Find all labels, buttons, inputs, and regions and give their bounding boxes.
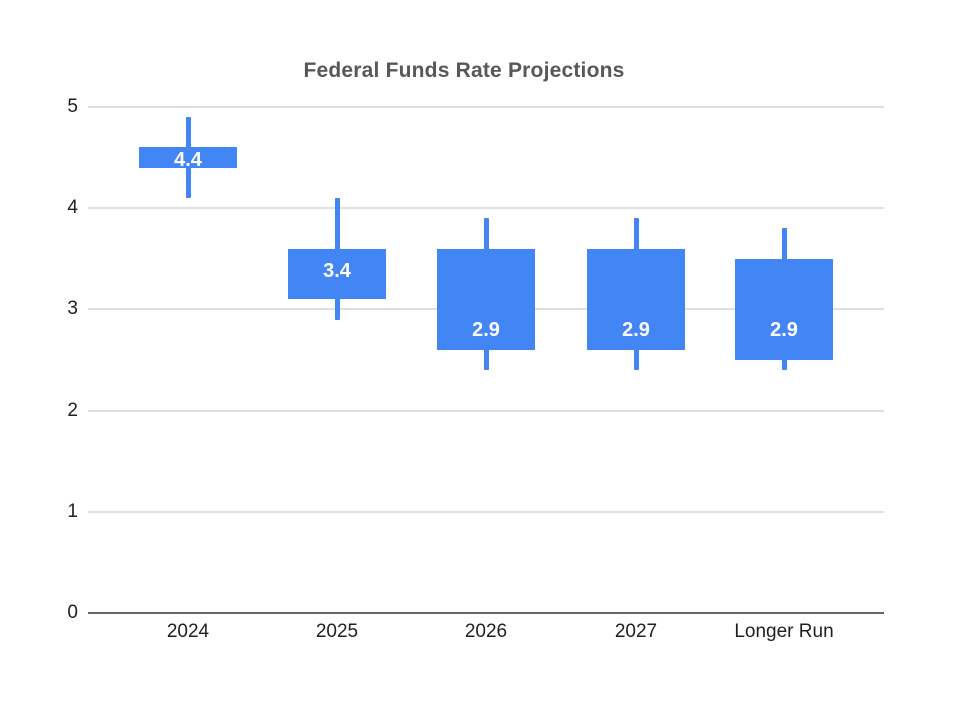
candle-value-label: 3.4: [323, 259, 351, 282]
chart-title: Federal Funds Rate Projections: [303, 59, 625, 82]
candle-box[interactable]: [587, 248, 685, 350]
candle-value-label: 2.9: [770, 318, 798, 341]
y-tick-label: 5: [67, 96, 78, 117]
y-tick-label: 4: [67, 197, 78, 219]
y-tick-label: 0: [67, 602, 78, 623]
x-tick-label: 2025: [315, 621, 359, 642]
candle-box[interactable]: [139, 147, 237, 168]
y-tick-label: 1: [67, 500, 78, 522]
y-tick-label: 2: [67, 399, 78, 421]
y-gridline: [88, 409, 884, 412]
candle-value-label: 4.4: [174, 148, 202, 171]
x-tick-label: 2024: [166, 621, 210, 642]
x-tick-label: 2027: [614, 621, 658, 642]
candle-box[interactable]: [437, 248, 535, 350]
y-tick-label: 3: [67, 298, 78, 320]
y-gridline: [88, 207, 884, 210]
y-gridline: [88, 510, 884, 513]
x-tick-label: Longer Run: [734, 621, 834, 642]
candle-box[interactable]: [735, 258, 833, 360]
candle-box[interactable]: [288, 248, 386, 300]
x-tick-label: 2026: [464, 621, 508, 642]
candle-value-label: 2.9: [472, 318, 500, 341]
x-axis-line: [88, 612, 884, 614]
y-gridline: [88, 106, 884, 108]
candle-value-label: 2.9: [622, 318, 650, 341]
